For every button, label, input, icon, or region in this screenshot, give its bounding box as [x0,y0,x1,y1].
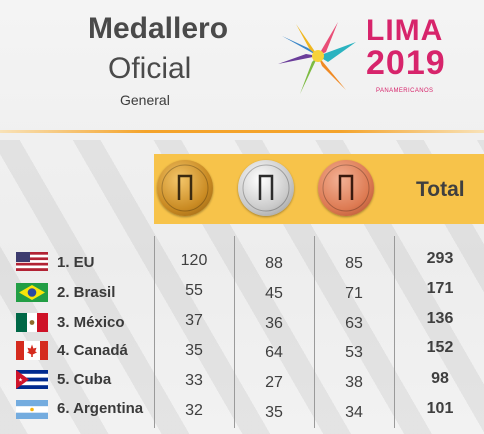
lima-2019-emblem-icon [278,22,356,94]
bronze-count: 38 [345,374,363,391]
total-count: 171 [426,280,454,297]
country-name: 6. Argentina [57,400,144,417]
logo-tagline: PANAMERICANOS [376,88,434,94]
gold-count: 32 [185,402,203,419]
flag-usa-icon [16,252,48,271]
total-count: 152 [426,339,454,356]
silver-count: 35 [265,404,283,421]
gold-count: 55 [185,282,203,299]
column-divider [154,236,155,428]
country-name: 2. Brasil [57,284,116,301]
silver-count: 27 [265,374,283,391]
gold-count: 37 [185,312,203,329]
column-divider [394,236,395,428]
page-subtitle: General [120,92,170,108]
silver-count: 45 [265,285,283,302]
bronze-count: 63 [345,315,363,332]
flag-argentina-icon [16,400,48,419]
country-name: 3. México [57,314,125,331]
bronze-count: 34 [345,404,363,421]
silver-count: 88 [265,255,283,272]
total-count: 136 [426,310,454,327]
bronze-medal-icon [318,160,374,216]
total-count: 293 [426,250,454,267]
column-divider [234,236,235,428]
gold-count: 35 [185,342,203,359]
total-count: 98 [431,370,449,387]
gold-count: 33 [185,372,203,389]
bronze-count: 85 [345,255,363,272]
bronze-count: 53 [345,344,363,361]
logo-year: 2019 [366,44,446,82]
bronze-count: 71 [345,285,363,302]
silver-medal-icon [238,160,294,216]
page-title: Medallero [88,12,229,45]
lima-2019-logo: LIMA 2019 PANAMERICANOS [276,16,476,106]
column-divider [314,236,315,428]
total-count: 101 [426,400,454,417]
gold-medal-icon [157,160,213,216]
total-column-header: Total [416,178,465,201]
country-name: 1. EU [57,254,95,271]
silver-count: 36 [265,315,283,332]
divider-line [0,130,484,133]
silver-count: 64 [265,344,283,361]
page-title-second-line: Oficial [108,52,192,85]
flag-brazil-icon [16,283,48,302]
flag-mexico-icon [16,313,48,332]
country-name: 4. Canadá [57,342,128,359]
flag-canada-icon [16,341,48,360]
flag-cuba-icon [16,370,48,389]
gold-count: 120 [180,252,208,269]
logo-word: LIMA [366,14,444,47]
country-name: 5. Cuba [57,371,112,388]
